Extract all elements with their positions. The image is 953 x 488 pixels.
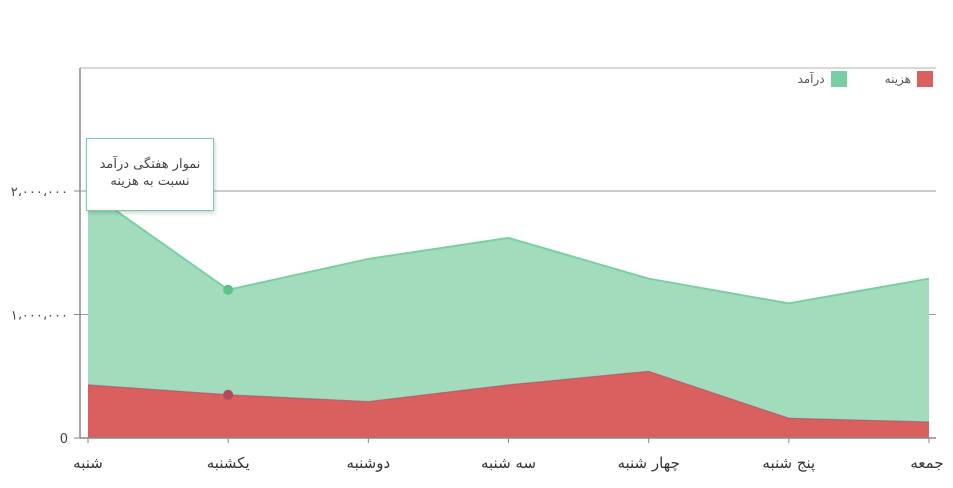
x-tick-label-4: چهار شنبه xyxy=(617,454,679,472)
legend-item-income[interactable]: درآمد xyxy=(797,71,847,87)
legend: هزینه درآمد xyxy=(797,71,933,87)
series-area-expense xyxy=(88,371,929,438)
tooltip-line-1: نموار هفتگی درآمد xyxy=(99,157,201,172)
legend-label-income: درآمد xyxy=(797,72,825,86)
point-expense-1 xyxy=(223,389,234,400)
series-area-income xyxy=(88,191,929,438)
legend-swatch-income xyxy=(830,71,847,87)
x-tick-label-5: پنج شنبه xyxy=(762,454,815,473)
y-tick-label-1: ۱،۰۰۰،۰۰۰ xyxy=(11,309,68,324)
legend-label-expense: هزینه xyxy=(884,72,911,86)
point-income-1 xyxy=(223,284,234,295)
x-tick-label-6: جمعه xyxy=(910,454,943,472)
y-tick-label-2: ۲،۰۰۰،۰۰۰ xyxy=(11,185,68,200)
tooltip-line-2: نسبت به هزینه xyxy=(110,174,190,189)
x-tick-label-3: سه شنبه xyxy=(481,454,536,472)
chart-tooltip: نموار هفتگی درآمد نسبت به هزینه xyxy=(86,138,214,211)
x-tick-label-1: یکشنبه xyxy=(207,454,250,472)
x-tick-label-0: شنبه xyxy=(73,454,103,472)
legend-item-expense[interactable]: هزینه xyxy=(885,71,933,87)
y-tick-label-0: 0 xyxy=(60,432,68,447)
x-tick-label-2: دوشنبه xyxy=(347,454,391,472)
legend-swatch-expense xyxy=(917,71,933,87)
